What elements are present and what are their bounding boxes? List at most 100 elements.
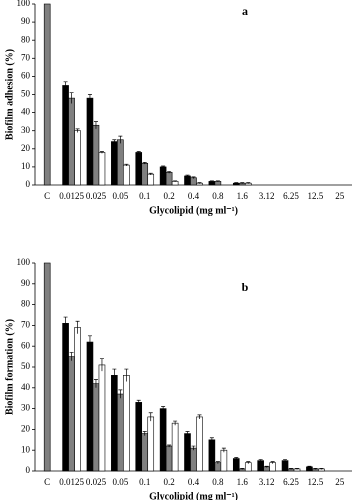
bar [98,364,106,472]
bar [141,162,149,186]
error-bar [118,135,123,144]
error-bar [99,358,104,372]
bar [220,449,228,472]
x-tick-label: C [44,477,50,487]
bar [92,383,100,472]
x-tick-label: 0.8 [212,191,224,201]
bar [159,166,167,186]
y-tick-label: 60 [21,340,31,350]
x-tick-label: 6.25 [283,477,299,487]
x-tick-label: 0.05 [112,191,128,201]
y-tick-label: 70 [21,319,31,329]
y-tick-label: 30 [21,403,31,413]
x-tick-label: 0.025 [86,477,107,487]
error-bar [87,94,92,102]
error-bar [148,172,153,176]
error-bar [313,467,318,470]
x-tick-label: 0.8 [212,477,224,487]
y-tick-label: 80 [21,299,31,309]
error-bar [191,176,196,179]
x-tick-label: 0.05 [112,477,128,487]
error-bar [197,414,202,419]
bar [62,85,69,186]
error-bar [161,165,166,168]
bar [117,139,124,186]
y-axis-label: Biofilm adhesion (%) [4,49,15,140]
bar [214,462,222,472]
error-bar [258,459,263,462]
error-bar [136,151,141,154]
bar [208,439,216,472]
bar [141,433,149,472]
y-tick-label: 90 [21,278,31,288]
y-tick-label: 10 [21,161,31,171]
x-axis-label: Glycolipid (mg ml⁻¹) [149,205,238,216]
bar [117,393,124,472]
y-tick-label: 40 [21,107,31,117]
y-tick-label: 80 [21,34,31,44]
x-tick-label: 0.1 [139,191,150,201]
error-bar [215,461,220,464]
x-tick-label: 3.12 [259,191,275,201]
bar [147,416,155,472]
x-tick-label: 12.5 [308,477,324,487]
bar [111,375,118,472]
error-bar [124,368,129,382]
y-tick-label: 100 [17,0,31,8]
error-bar [142,162,147,165]
y-tick-label: 90 [21,16,31,26]
error-bar [197,182,202,184]
bar [86,341,94,472]
error-bar [240,182,245,184]
error-bar [185,431,190,436]
error-bar [185,174,190,177]
y-tick-label: 40 [21,382,31,392]
error-bar [270,461,275,464]
error-bar [307,465,312,468]
error-bar [246,182,251,184]
bar [86,97,94,186]
bar [43,3,51,186]
chart-title: b [242,280,249,294]
y-tick-label: 30 [21,125,31,135]
error-bar [112,139,117,144]
error-bar [75,128,80,133]
y-axis-label: Biofilm formation (%) [4,319,15,415]
error-bar [283,459,288,462]
error-bar [264,465,269,468]
bar [147,173,155,186]
error-bar [191,445,196,451]
bar [159,408,167,472]
x-tick-label: 12.5 [308,191,324,201]
x-tick-label: 25 [335,477,345,487]
bar [232,458,240,472]
error-bar [69,352,74,361]
error-bar [124,163,129,166]
bar [123,164,130,186]
y-tick-label: 20 [21,423,31,433]
error-bar [295,467,300,470]
error-bar [93,379,98,388]
error-bar [112,368,117,382]
bar [165,445,173,472]
x-tick-label: 0.4 [188,191,200,201]
bar [257,460,264,472]
bar [135,402,143,472]
bar [171,422,179,472]
error-bar [142,431,147,436]
bar [43,262,51,472]
error-bar [167,171,172,174]
x-tick-label: 0.2 [163,477,174,487]
error-bar [173,420,178,426]
bar [184,175,191,186]
bar [74,130,81,186]
bar [68,356,75,472]
error-bar [221,447,226,453]
x-tick-label: C [44,191,50,201]
error-bar [75,320,80,334]
x-tick-label: 25 [335,191,345,201]
bar [165,172,173,186]
chart-title: a [242,4,248,18]
x-tick-label: 0.0125 [59,477,84,487]
